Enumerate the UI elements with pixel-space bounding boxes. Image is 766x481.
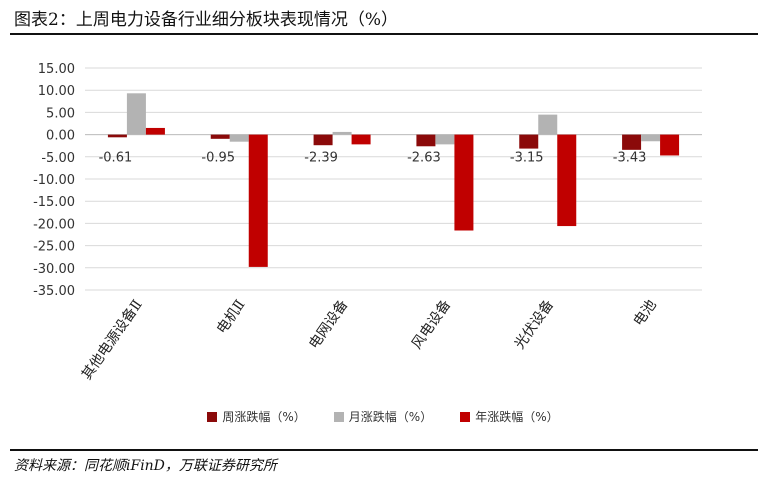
bar-yearly xyxy=(454,134,474,231)
legend-item-weekly: 周涨跌幅（%） xyxy=(207,408,306,425)
bar-monthly xyxy=(126,93,146,135)
x-category-label: 电机Ⅱ xyxy=(214,297,249,337)
y-tick-label: -15.00 xyxy=(33,195,75,210)
y-tick-label: 0.00 xyxy=(46,129,75,144)
x-category-label: 电网设备 xyxy=(305,297,351,353)
y-tick-label: -30.00 xyxy=(33,262,75,277)
x-category-label: 电池 xyxy=(631,297,660,329)
y-tick-label: 15.00 xyxy=(38,62,75,77)
y-tick-label: -20.00 xyxy=(33,217,75,232)
data-label: -0.61 xyxy=(99,151,133,166)
chart-legend: 周涨跌幅（%） 月涨跌幅（%） 年涨跌幅（%） xyxy=(0,408,766,425)
y-tick-label: -35.00 xyxy=(33,284,75,299)
bar-yearly xyxy=(351,134,371,145)
legend-swatch-monthly xyxy=(333,411,344,422)
bar-yearly xyxy=(145,127,165,135)
x-category-label: 光伏设备 xyxy=(511,297,557,353)
bar-weekly xyxy=(313,134,333,146)
y-tick-label: 10.00 xyxy=(38,84,75,99)
legend-item-monthly: 月涨跌幅（%） xyxy=(333,408,433,425)
bar-chart: 15.00 10.00 5.00 0.00 -5.00 -10.00 -15.00 -20.0… xyxy=(33,62,702,383)
bar-monthly xyxy=(538,114,558,135)
data-label: -3.43 xyxy=(613,151,647,166)
data-label: -3.15 xyxy=(510,151,544,166)
legend-swatch-weekly xyxy=(207,411,218,422)
bar-monthly xyxy=(229,134,249,142)
legend-label-yearly: 年涨跌幅（%） xyxy=(475,410,559,424)
y-tick-label: 5.00 xyxy=(46,106,75,121)
legend-item-yearly: 年涨跌幅（%） xyxy=(460,408,559,425)
data-label: -0.95 xyxy=(201,151,235,166)
bar-yearly xyxy=(557,134,577,227)
source-note: 资料来源：同花顺iFinD，万联证券研究所 xyxy=(14,458,277,474)
y-tick-label: -25.00 xyxy=(33,240,75,255)
legend-label-monthly: 月涨跌幅（%） xyxy=(348,410,433,424)
legend-swatch-yearly xyxy=(460,411,471,422)
bar-weekly xyxy=(107,134,127,138)
data-label: -2.39 xyxy=(304,151,338,166)
bottom-rule xyxy=(10,449,758,451)
bar-weekly xyxy=(416,134,436,147)
top-rule xyxy=(10,33,758,35)
bar-weekly xyxy=(210,134,230,139)
bar-weekly xyxy=(622,134,642,150)
data-label: -2.63 xyxy=(407,151,441,166)
legend-label-weekly: 周涨跌幅（%） xyxy=(222,410,306,424)
bar-yearly xyxy=(660,134,680,156)
x-category-label: 其他电源设备Ⅱ xyxy=(78,297,146,383)
bar-monthly xyxy=(641,134,661,142)
y-tick-label: -10.00 xyxy=(33,173,75,188)
bar-monthly xyxy=(332,131,352,135)
bar-yearly xyxy=(248,134,268,267)
y-tick-label: -5.00 xyxy=(41,151,75,166)
bar-monthly xyxy=(435,134,455,145)
x-category-label: 风电设备 xyxy=(408,297,454,353)
bar-weekly xyxy=(519,134,539,149)
figure-title: 图表2：上周电力设备行业细分板块表现情况（%） xyxy=(14,10,398,30)
